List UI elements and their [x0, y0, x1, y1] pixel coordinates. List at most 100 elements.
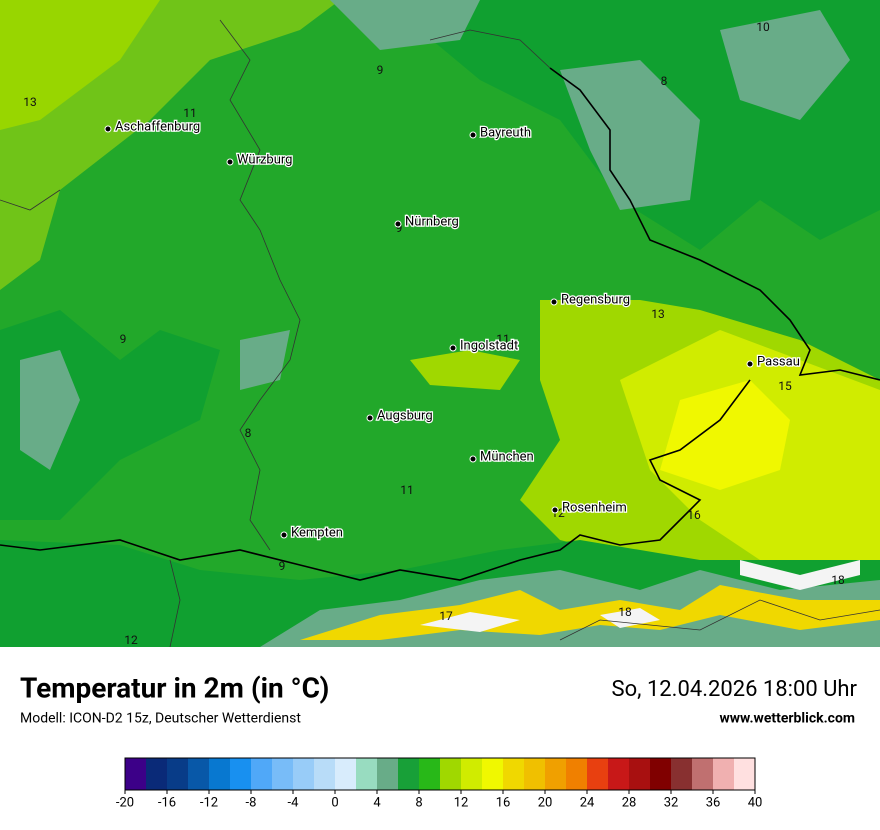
colorbar-tick-label: 32 — [664, 795, 679, 810]
footer — [0, 647, 880, 830]
colorbar-tick-label: -8 — [246, 795, 257, 810]
colorbar-segment — [209, 758, 231, 790]
colorbar-tick-label: -12 — [200, 795, 218, 810]
colorbar-tick-label: 12 — [454, 795, 469, 810]
cold-area — [330, 0, 850, 210]
colorbar-segment — [356, 758, 378, 790]
colorbar-segment — [251, 758, 273, 790]
city-label: Bayreuth — [480, 125, 531, 140]
colorbar-segment — [461, 758, 483, 790]
city-dot — [104, 125, 112, 133]
colorbar-segment — [272, 758, 294, 790]
contour-label: 11 — [183, 106, 197, 120]
city-label: Würzburg — [237, 152, 293, 167]
city-label: Regensburg — [561, 292, 630, 307]
contour-label: 8 — [245, 426, 252, 440]
colorbar-tick-label: 0 — [331, 795, 338, 810]
colorbar-segment — [482, 758, 504, 790]
colorbar-tick-label: 36 — [706, 795, 721, 810]
city-dot — [469, 131, 477, 139]
colorbar-segment — [503, 758, 525, 790]
city-label: Ingolstadt — [460, 338, 518, 353]
colorbar-segment — [524, 758, 546, 790]
snow-peaks — [420, 560, 860, 632]
warm-area — [0, 0, 160, 130]
colorbar-segment — [545, 758, 567, 790]
website: www.wetterblick.com — [719, 711, 855, 727]
border — [0, 379, 751, 581]
colorbar-tick-label: 28 — [622, 795, 637, 810]
colorbar-segment — [335, 758, 357, 790]
datetime: So, 12.04.2026 18:00 Uhr — [612, 677, 858, 702]
colorbar: -20 -16 -12 -8 -4 0 4 8 12 16 20 24 28 32 36 40 — [116, 757, 763, 810]
colorbar-segment — [671, 758, 693, 790]
contour-label: 18 — [618, 605, 632, 619]
colorbar-tick-label: -20 — [116, 795, 134, 810]
contour-label: 13 — [651, 307, 665, 321]
colorbar-frame — [124, 757, 756, 791]
colorbar-segment — [587, 758, 609, 790]
city-dot — [280, 531, 288, 539]
cities: Aschaffenburg Würzburg Bayreuth Nürnberg Reg… — [104, 118, 801, 542]
colorbar-segment — [398, 758, 420, 790]
city-dot — [469, 455, 477, 463]
colorbar-segment — [293, 758, 315, 790]
contour-label: 10 — [756, 20, 770, 34]
contour-label: 13 — [23, 95, 37, 109]
colorbar-segment — [566, 758, 588, 790]
contour-label: 17 — [439, 609, 453, 623]
contour-label: 9 — [279, 559, 286, 573]
warm-area — [410, 350, 520, 390]
contour-label: 11 — [400, 483, 414, 497]
colorbar-segment — [377, 758, 399, 790]
city-label: Rosenheim — [562, 500, 627, 515]
colorbar-tick-label: 40 — [748, 795, 763, 810]
contour-label: 9 — [396, 221, 403, 235]
contour-label: 15 — [778, 379, 792, 393]
border — [549, 67, 880, 381]
colorbar-segment — [146, 758, 168, 790]
contour-label: 8 — [661, 74, 668, 88]
colorbar-segment — [188, 758, 210, 790]
colorbar-tick-label: 16 — [496, 795, 511, 810]
cold-area — [20, 330, 290, 470]
contour-label: 16 — [687, 508, 701, 522]
city-label: Augsburg — [377, 408, 433, 423]
colorbar-segment — [734, 758, 756, 790]
city-dot — [366, 414, 374, 422]
city-dot — [746, 360, 754, 368]
colorbar-segment — [419, 758, 441, 790]
contour-label: 9 — [377, 63, 384, 77]
contour-label: 18 — [831, 573, 845, 587]
colorbar-tick-label: 8 — [415, 795, 422, 810]
warm-area — [660, 380, 790, 490]
colorbar-segment — [125, 758, 147, 790]
colorbar-segment — [692, 758, 714, 790]
model-info: Modell: ICON-D2 15z, Deutscher Wetterdie… — [20, 711, 301, 727]
colorbar-segment — [230, 758, 252, 790]
region-border — [0, 19, 880, 648]
city-label: Kempten — [291, 525, 343, 540]
colorbar-segment — [650, 758, 672, 790]
city-label: Passau — [757, 354, 800, 369]
colorbar-tick-label: 4 — [373, 795, 381, 810]
colorbar-segment — [713, 758, 735, 790]
title: Temperatur in 2m (in °C) — [20, 671, 329, 704]
city-label: Aschaffenburg — [115, 119, 200, 134]
city-dot — [449, 344, 457, 352]
city-label: München — [480, 449, 534, 464]
colorbar-segment — [629, 758, 651, 790]
colorbar-segment — [167, 758, 189, 790]
colorbar-tick-label: -4 — [288, 795, 300, 810]
city-label: Nürnberg — [405, 214, 459, 229]
colorbar-tick-label: -16 — [158, 795, 176, 810]
colorbar-tick-label: 20 — [538, 795, 553, 810]
colorbar-segment — [314, 758, 336, 790]
city-dot — [550, 298, 558, 306]
contour-label: 11 — [496, 332, 510, 346]
city-dot — [226, 158, 234, 166]
colorbar-segment — [440, 758, 462, 790]
